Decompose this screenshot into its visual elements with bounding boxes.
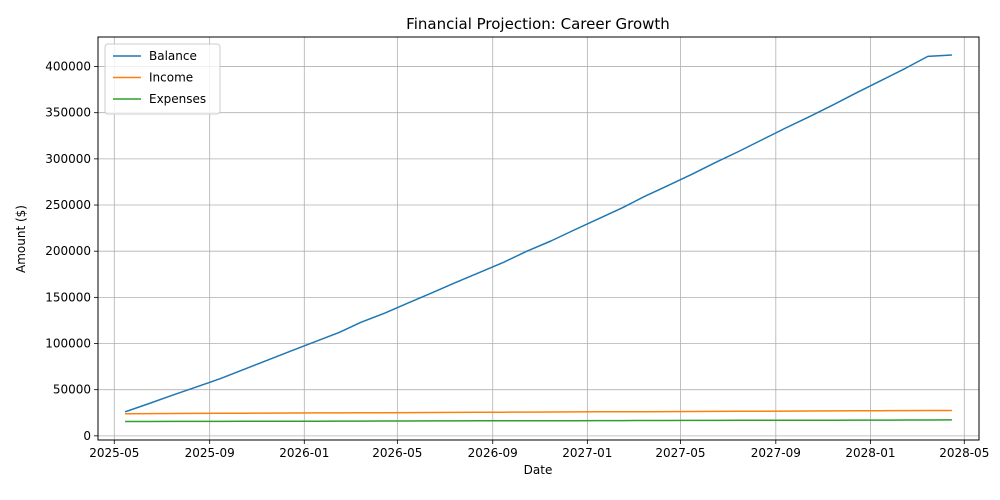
series-line-income: [125, 409, 952, 415]
x-tick-label: 2026-09: [468, 446, 518, 460]
plot-frame: [97, 36, 980, 441]
x-tick-label: 2025-05: [89, 446, 139, 460]
axis-ticks: 2025-05 2025-09 2026-01 2026-05 2026-09 2027-…: [45, 60, 989, 460]
chart-title: Financial Projection: Career Growth: [406, 15, 670, 33]
y-tick-label: 100000: [45, 337, 91, 351]
legend-box: [104, 43, 221, 115]
y-axis-label: Amount ($): [14, 205, 28, 273]
grid: [98, 37, 979, 440]
y-tick-label: 400000: [45, 60, 91, 74]
y-tick-label: 50000: [53, 383, 91, 397]
x-tick-label: 2028-05: [939, 446, 989, 460]
x-tick-label: 2025-09: [185, 446, 235, 460]
legend-label-income: Income: [149, 71, 193, 85]
y-tick-label: 150000: [45, 290, 91, 304]
x-tick-label: 2026-05: [372, 446, 422, 460]
y-tick-label: 200000: [45, 244, 91, 258]
x-tick-label: 2027-01: [562, 446, 612, 460]
legend-label-balance: Balance: [149, 49, 197, 63]
y-tick-label: 0: [83, 429, 91, 443]
plot-lines: [124, 54, 952, 423]
y-tick-label: 300000: [45, 152, 91, 166]
legend-label-expenses: Expenses: [149, 92, 206, 106]
y-tick-label: 350000: [45, 106, 91, 120]
series-line-expenses: [125, 419, 952, 423]
series-line-balance: [124, 54, 952, 413]
x-axis-label: Date: [524, 463, 553, 477]
x-tick-label: 2027-09: [751, 446, 801, 460]
x-tick-label: 2026-01: [279, 446, 329, 460]
legend: Balance Income Expenses: [104, 43, 221, 115]
x-tick-label: 2027-05: [655, 446, 705, 460]
x-tick-label: 2028-01: [845, 446, 895, 460]
y-tick-label: 250000: [45, 198, 91, 212]
